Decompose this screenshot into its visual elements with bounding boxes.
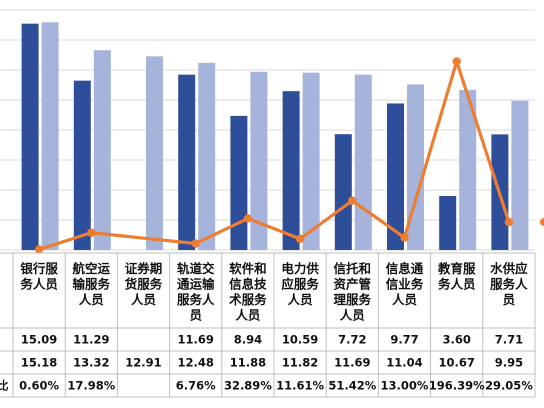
data-table: 银行服务人员航空运输服务人员证券期货服务人员轨道交通运输服务人员软件和信息技术服… (0, 252, 536, 398)
data-label: 12.91 (125, 356, 161, 370)
category-label: 人员 (131, 292, 157, 307)
growth-point (400, 233, 409, 242)
data-label: 0.60% (19, 379, 59, 393)
category-label: 信息技 (229, 277, 267, 292)
growth-line (34, 57, 544, 254)
growth-point (504, 217, 514, 227)
category-label: 银行服 (20, 261, 58, 276)
category-label: 人员 (79, 292, 105, 307)
data-label: 15.18 (21, 356, 57, 370)
data-label: 196.39% (429, 379, 485, 393)
bar-series-1 (21, 23, 39, 251)
category-label: 服务人 (177, 292, 215, 307)
category-label: 软件和 (229, 261, 267, 276)
bar-series-1 (178, 74, 196, 251)
data-label: 13.00% (381, 379, 429, 393)
growth-point (243, 214, 253, 223)
growth-point (295, 234, 305, 244)
data-label: 10.59 (282, 333, 318, 347)
category-label: 员 (503, 292, 516, 307)
data-label: 13.32 (73, 356, 109, 370)
data-label: 6.76% (176, 379, 216, 393)
data-label: 9.77 (390, 333, 418, 347)
category-label: 务人员 (20, 277, 58, 292)
data-label: 17.98% (67, 379, 115, 393)
data-label: 11.88 (230, 356, 266, 370)
bar-series-2 (459, 89, 477, 250)
category-label: 服务人 (490, 277, 528, 292)
category-label: 人员 (340, 308, 366, 323)
data-label: 11.69 (178, 333, 214, 347)
growth-point (191, 239, 200, 248)
category-label: 员 (189, 308, 202, 323)
data-label: 11.82 (282, 356, 318, 370)
category-label: 货服务 (125, 277, 163, 292)
data-label: 9.95 (495, 356, 523, 370)
growth-point (87, 228, 96, 237)
category-label: 人员 (288, 292, 314, 307)
bar-series-2 (93, 50, 111, 251)
bar-series-2 (511, 100, 529, 250)
data-label: 7.72 (338, 333, 366, 347)
category-label: 信托和 (334, 261, 372, 276)
row-label: 比 (0, 379, 9, 393)
category-label: 输服务 (73, 277, 111, 292)
data-label: 11.69 (334, 356, 370, 370)
bar-series-2 (354, 74, 372, 251)
growth-point (34, 245, 44, 254)
edge-marker (540, 218, 544, 226)
bar-series-1 (230, 115, 248, 251)
data-label: 7.71 (495, 333, 523, 347)
bar-series-1 (439, 196, 457, 250)
bar-series-1 (73, 80, 91, 251)
category-label: 电力供 (281, 261, 319, 276)
category-label: 通运输 (177, 277, 215, 292)
category-label: 资产管 (334, 277, 372, 292)
data-label: 51.42% (328, 379, 376, 393)
bar-series-2 (146, 56, 163, 250)
data-label: 3.60 (443, 333, 471, 347)
bar-series-2 (250, 71, 268, 250)
data-label: 29.05% (485, 379, 533, 393)
category-label: 水供应 (490, 261, 528, 276)
data-label: 32.89% (224, 379, 272, 393)
bars (21, 22, 529, 251)
bar-series-2 (302, 72, 320, 250)
category-label: 航空运 (73, 261, 111, 276)
data-label: 11.04 (386, 356, 422, 370)
category-label: 证券期 (125, 261, 163, 276)
growth-point (348, 196, 357, 205)
data-label: 11.61% (276, 379, 324, 393)
category-label: 人员 (392, 292, 418, 307)
bar-series-2 (198, 62, 216, 250)
category-label: 人员 (235, 308, 261, 323)
data-label: 11.29 (73, 333, 109, 347)
category-label: 术服务 (228, 292, 267, 307)
data-label: 12.48 (178, 356, 214, 370)
bar-series-1 (282, 91, 300, 251)
bar-series-2 (407, 84, 424, 251)
data-label: 15.09 (21, 333, 57, 347)
bar-series-2 (41, 22, 59, 250)
data-label: 10.67 (439, 356, 475, 370)
bar-series-1 (334, 134, 352, 250)
category-label: 务人员 (438, 277, 476, 292)
category-label: 教育服 (437, 261, 476, 276)
category-label: 信业务 (386, 277, 424, 292)
category-label: 应服务 (281, 277, 319, 292)
growth-point (452, 57, 461, 66)
category-label: 理服务 (334, 292, 372, 307)
category-label: 轨道交 (177, 261, 215, 276)
bar-series-1 (387, 103, 404, 250)
data-label: 8.94 (234, 333, 262, 347)
category-label: 信息通 (386, 261, 424, 276)
